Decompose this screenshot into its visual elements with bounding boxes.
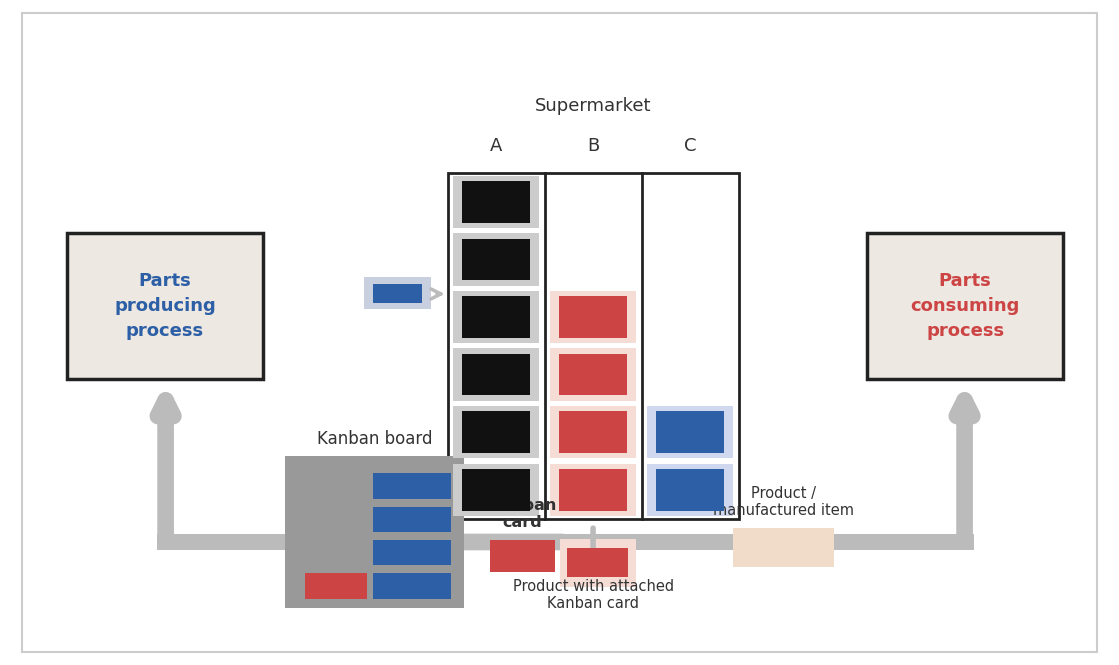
Bar <box>462 469 530 511</box>
Bar <box>560 469 627 511</box>
Bar <box>551 464 636 516</box>
Bar <box>867 233 1063 379</box>
Bar <box>556 534 974 550</box>
Bar <box>560 539 636 587</box>
Bar <box>364 277 431 309</box>
Bar <box>462 412 530 453</box>
Text: Supermarket: Supermarket <box>535 97 651 116</box>
Bar <box>560 354 627 396</box>
Text: Product /
manufactured item: Product / manufactured item <box>713 485 854 518</box>
Bar <box>656 469 724 511</box>
Bar <box>647 406 733 458</box>
Text: Parts
consuming
process: Parts consuming process <box>911 272 1019 340</box>
Bar <box>462 239 530 280</box>
Bar <box>285 456 464 608</box>
Bar <box>560 412 627 453</box>
Text: A: A <box>490 137 502 156</box>
Bar <box>373 284 422 303</box>
Bar <box>448 173 739 519</box>
Bar <box>462 354 530 396</box>
Bar <box>490 540 555 572</box>
Bar <box>157 534 974 550</box>
Bar <box>462 181 530 223</box>
Bar <box>453 291 539 343</box>
Text: Product with attached
Kanban card: Product with attached Kanban card <box>513 579 674 611</box>
Bar <box>453 406 539 458</box>
Bar <box>733 528 834 567</box>
Bar <box>462 296 530 338</box>
Text: Kanban board: Kanban board <box>317 430 433 448</box>
Bar <box>560 296 627 338</box>
Bar <box>373 473 451 499</box>
Bar <box>551 291 636 343</box>
Bar <box>305 573 367 598</box>
Bar <box>656 412 724 453</box>
Bar <box>453 464 539 516</box>
Bar <box>373 573 451 598</box>
Bar <box>67 233 263 379</box>
Bar <box>647 464 733 516</box>
Text: C: C <box>684 137 696 156</box>
Bar <box>453 233 539 285</box>
Bar <box>453 176 539 228</box>
Bar <box>567 548 628 577</box>
Text: B: B <box>587 137 599 156</box>
Bar <box>551 348 636 401</box>
Text: Kanban
card: Kanban card <box>488 497 557 530</box>
Text: Parts
producing
process: Parts producing process <box>114 272 216 340</box>
Bar <box>373 507 451 532</box>
Bar <box>373 540 451 565</box>
Bar <box>551 406 636 458</box>
Bar <box>453 348 539 401</box>
